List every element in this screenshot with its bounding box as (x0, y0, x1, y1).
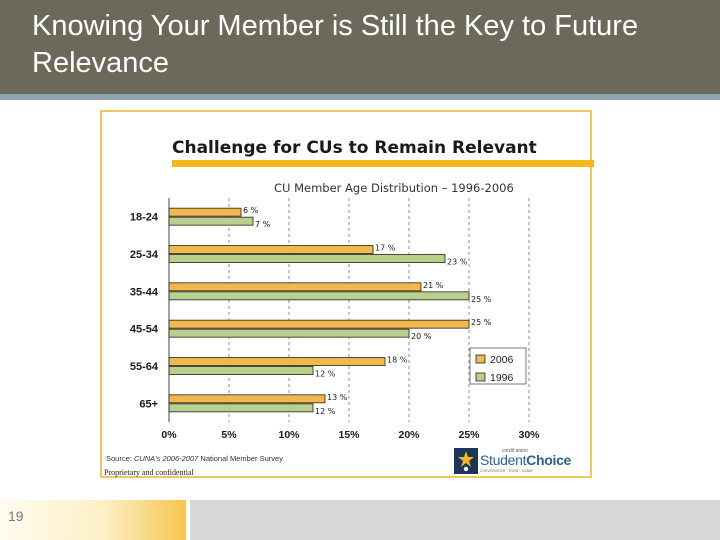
bar-1996 (168, 254, 446, 263)
chart-title: Challenge for CUs to Remain Relevant (172, 138, 537, 158)
logo-small-text: credit union (502, 448, 528, 454)
student-choice-logo: credit union StudentChoice convenience ·… (454, 448, 584, 474)
source-prefix: Source: (106, 454, 134, 463)
bar-2006 (168, 282, 422, 292)
x-tick-label: 20% (398, 429, 420, 441)
chart-title-underline (172, 160, 594, 167)
bar-2006 (168, 245, 374, 254)
source-italic: CUNA's 2006-2007 (133, 454, 199, 463)
category-label: 45-54 (130, 324, 159, 336)
logo-mark-icon (454, 448, 478, 474)
logo-brand: StudentChoice (480, 452, 571, 468)
source-note: Source: CUNA's 2006-2007 National Member… (106, 454, 283, 463)
value-label-1996: 7 % (255, 220, 271, 229)
logo-brand-part2: Choice (526, 452, 572, 468)
legend-swatch (475, 372, 486, 382)
value-label-2006: 6 % (243, 206, 259, 215)
proprietary-note: Proprietary and confidential (104, 468, 194, 477)
bar-1996 (168, 403, 314, 413)
chart-frame: Challenge for CUs to Remain Relevant CU … (100, 110, 594, 478)
bar-2006 (168, 357, 386, 366)
category-label: 65+ (139, 398, 158, 410)
footer-left-panel (0, 500, 186, 540)
footer-right-panel (190, 500, 720, 540)
logo-brand-part1: Student (480, 452, 527, 468)
page-number: 19 (8, 508, 24, 524)
bar-1996 (168, 216, 254, 226)
logo-tagline: convenience · trust · value (480, 468, 533, 473)
slide-title: Knowing Your Member is Still the Key to … (32, 10, 639, 79)
value-label-2006: 13 % (327, 393, 348, 402)
title-bar: Knowing Your Member is Still the Key to … (0, 0, 720, 94)
legend-label: 2006 (490, 354, 514, 366)
bar-2006 (168, 207, 242, 217)
value-label-2006: 25 % (471, 318, 492, 327)
x-tick-label: 5% (221, 429, 237, 441)
category-label: 35-44 (130, 286, 159, 298)
bar-1996 (168, 328, 410, 338)
category-label: 18-24 (130, 212, 159, 224)
chart-subtitle: CU Member Age Distribution – 1996-2006 (274, 181, 514, 195)
bar-1996 (168, 366, 314, 375)
category-label: 25-34 (130, 249, 159, 261)
bar-1996 (168, 291, 470, 301)
legend-swatch (475, 354, 486, 364)
value-label-1996: 12 % (315, 370, 336, 379)
source-suffix: National Member Survey (198, 454, 283, 463)
legend-label: 1996 (490, 372, 514, 384)
x-tick-label: 25% (458, 429, 480, 441)
x-tick-label: 0% (161, 429, 177, 441)
value-label-2006: 17 % (375, 244, 396, 253)
bar-chart: 0% 5% 10% 15% 20% 25% 30% 18-24 6 % 7 % 25-34 17 % 2… (130, 198, 540, 441)
title-accent-stripe (0, 94, 720, 100)
value-label-1996: 20 % (411, 332, 432, 341)
value-label-2006: 18 % (387, 356, 408, 365)
x-tick-label: 30% (518, 429, 540, 441)
value-label-1996: 25 % (471, 295, 492, 304)
bar-2006 (168, 319, 470, 329)
x-tick-label: 10% (278, 429, 300, 441)
value-label-1996: 23 % (447, 258, 468, 267)
category-label: 55-64 (130, 361, 159, 373)
bar-2006 (168, 394, 326, 404)
value-label-1996: 12 % (315, 407, 336, 416)
value-label-2006: 21 % (423, 281, 444, 290)
x-tick-label: 15% (338, 429, 360, 441)
